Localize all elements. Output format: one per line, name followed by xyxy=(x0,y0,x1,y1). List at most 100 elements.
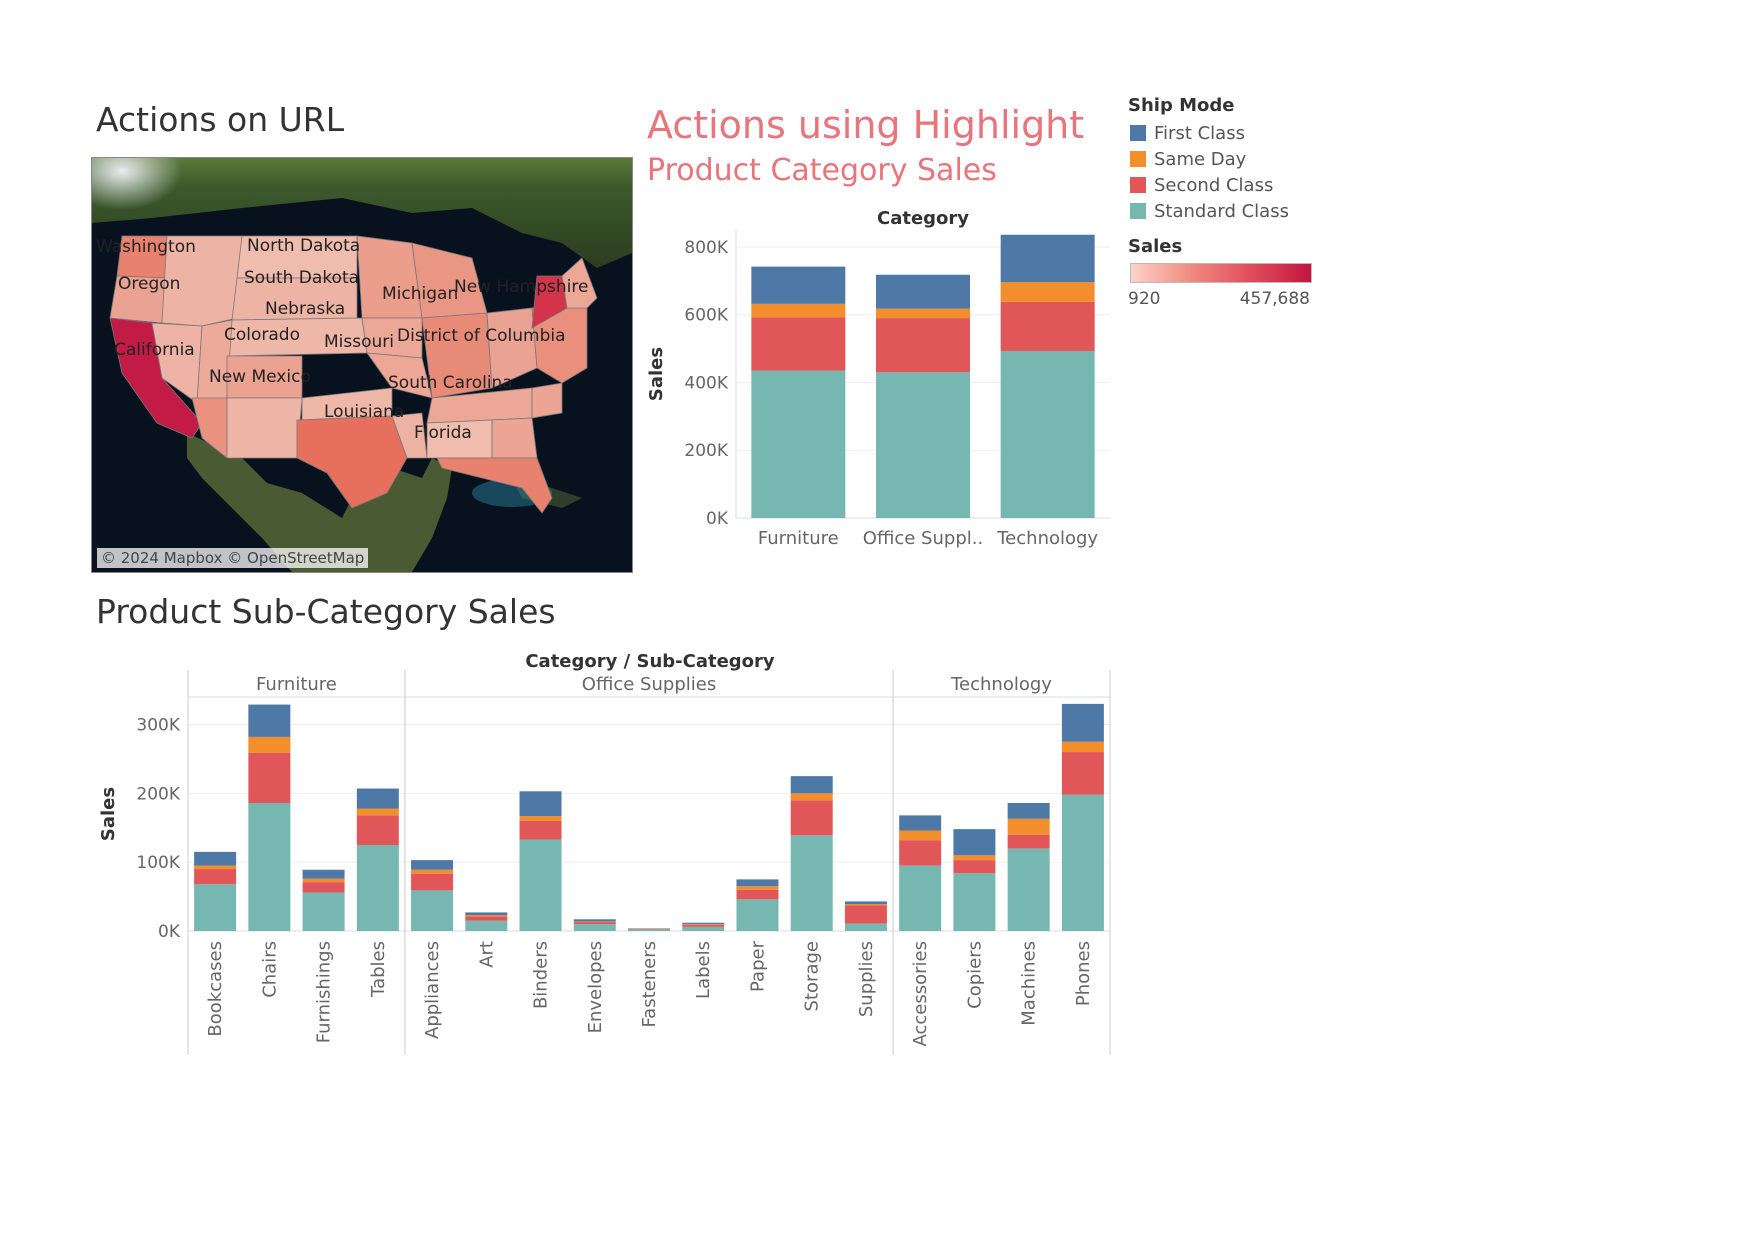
bar-segment[interactable] xyxy=(248,752,291,803)
bar-segment[interactable] xyxy=(751,317,846,371)
sales-map[interactable]: Washington North Dakota Oregon South Dak… xyxy=(91,157,633,573)
bar-segment[interactable] xyxy=(876,318,970,373)
bar-segment[interactable] xyxy=(411,873,454,891)
bar-segment[interactable] xyxy=(302,869,345,879)
bar-segment[interactable] xyxy=(844,904,887,906)
bar-segment[interactable] xyxy=(519,816,562,821)
bar-segment[interactable] xyxy=(573,921,616,923)
bar-segment[interactable] xyxy=(1061,752,1104,795)
bar-segment[interactable] xyxy=(1061,703,1104,742)
bar-segment[interactable] xyxy=(790,800,833,836)
bar-segment[interactable] xyxy=(573,919,616,922)
bar-segment[interactable] xyxy=(876,308,970,319)
bar-segment[interactable] xyxy=(876,372,970,518)
bar-segment[interactable] xyxy=(844,901,887,905)
bar-segment[interactable] xyxy=(519,839,562,931)
bar-segment[interactable] xyxy=(248,736,291,753)
bar-segment[interactable] xyxy=(953,829,996,856)
legend-item-standard-class[interactable]: Standard Class xyxy=(1128,198,1348,224)
state-florida[interactable] xyxy=(436,457,553,514)
bar-segment[interactable] xyxy=(465,920,508,931)
bar-segment[interactable] xyxy=(465,912,508,916)
bar-segment[interactable] xyxy=(356,844,399,931)
bar-segment[interactable] xyxy=(1007,802,1050,819)
bar-segment[interactable] xyxy=(248,704,291,737)
bar-segment[interactable] xyxy=(682,924,725,927)
bar-segment[interactable] xyxy=(751,303,846,318)
bar-segment[interactable] xyxy=(411,860,454,870)
bar-segment[interactable] xyxy=(628,928,670,930)
bar-segment[interactable] xyxy=(953,873,996,931)
bar-segment[interactable] xyxy=(844,923,887,931)
bar-segment[interactable] xyxy=(302,878,345,883)
bar-segment[interactable] xyxy=(248,802,291,931)
bar-segment[interactable] xyxy=(899,865,942,931)
bar-segment[interactable] xyxy=(1000,301,1095,351)
bar-segment[interactable] xyxy=(899,840,942,866)
bar-segment[interactable] xyxy=(1007,818,1050,835)
bar-segment[interactable] xyxy=(736,886,779,890)
bar-segment[interactable] xyxy=(1000,234,1095,283)
bar-segment[interactable] xyxy=(953,855,996,861)
bar-segment[interactable] xyxy=(682,922,725,925)
bar-segment[interactable] xyxy=(628,929,670,931)
bar-segment[interactable] xyxy=(1007,848,1050,931)
bar-segment[interactable] xyxy=(411,869,454,874)
bar-segment[interactable] xyxy=(1007,834,1050,849)
bar-segment[interactable] xyxy=(790,776,833,794)
bar-segment[interactable] xyxy=(899,830,942,841)
x-tick-label: Appliances xyxy=(422,941,443,1039)
bar-segment[interactable] xyxy=(1061,794,1104,931)
bar-segment[interactable] xyxy=(194,851,237,866)
bar-segment[interactable] xyxy=(751,370,846,518)
bar-segment[interactable] xyxy=(465,916,508,921)
bar-segment[interactable] xyxy=(356,815,399,845)
category-chart-title: Product Category Sales xyxy=(647,153,997,188)
bar-segment[interactable] xyxy=(682,926,725,931)
bar-segment[interactable] xyxy=(876,274,970,309)
bar-segment[interactable] xyxy=(682,924,725,925)
bar-segment[interactable] xyxy=(194,869,237,885)
bar-segment[interactable] xyxy=(790,835,833,931)
legend-label: Standard Class xyxy=(1154,200,1289,222)
bar-segment[interactable] xyxy=(194,865,237,870)
bar-segment[interactable] xyxy=(736,899,779,931)
bar-segment[interactable] xyxy=(751,266,846,304)
state-idaho-montana[interactable] xyxy=(161,235,243,327)
bar-segment[interactable] xyxy=(411,890,454,931)
bar-segment[interactable] xyxy=(194,884,237,931)
bar-segment[interactable] xyxy=(953,860,996,874)
bar-segment[interactable] xyxy=(302,892,345,931)
state-south-carolina[interactable] xyxy=(531,382,563,419)
bar-segment[interactable] xyxy=(356,788,399,809)
bar-segment[interactable] xyxy=(736,889,779,900)
bar-segment[interactable] xyxy=(519,791,562,817)
bar-segment[interactable] xyxy=(356,808,399,816)
state-new-england[interactable] xyxy=(561,257,598,309)
legend-item-first-class[interactable]: First Class xyxy=(1128,120,1348,146)
state-new-mexico[interactable] xyxy=(226,397,303,459)
bar-segment[interactable] xyxy=(628,928,670,929)
bar-segment[interactable] xyxy=(573,922,616,925)
bar-segment[interactable] xyxy=(1000,282,1095,302)
legend-item-second-class[interactable]: Second Class xyxy=(1128,172,1348,198)
state-georgia[interactable] xyxy=(491,417,538,459)
bar-segment[interactable] xyxy=(736,879,779,887)
subcategory-sales-chart[interactable]: Category / Sub-Category 0K 100K 200K 300K Sal… xyxy=(90,645,1130,1075)
bar-segment[interactable] xyxy=(1000,350,1095,518)
bar-segment[interactable] xyxy=(302,882,345,893)
bar-segment[interactable] xyxy=(899,815,942,831)
states[interactable] xyxy=(109,235,598,514)
bar-segment[interactable] xyxy=(790,793,833,801)
bar-segment[interactable] xyxy=(519,820,562,840)
bar-segment[interactable] xyxy=(465,915,508,917)
legend-item-same-day[interactable]: Same Day xyxy=(1128,146,1348,172)
map-copyright[interactable]: © 2024 Mapbox © OpenStreetMap xyxy=(97,548,369,568)
map-canvas[interactable]: Washington North Dakota Oregon South Dak… xyxy=(92,158,632,572)
bar-segment[interactable] xyxy=(844,905,887,924)
x-tick-label: Binders xyxy=(531,941,552,1009)
bar-segment[interactable] xyxy=(1061,741,1104,753)
category-sales-chart[interactable]: Category 0K 200K 400K 600K 800K Sales Furniture… xyxy=(640,200,1130,570)
bar-segment[interactable] xyxy=(573,924,616,931)
state-minnesota[interactable] xyxy=(356,235,423,319)
